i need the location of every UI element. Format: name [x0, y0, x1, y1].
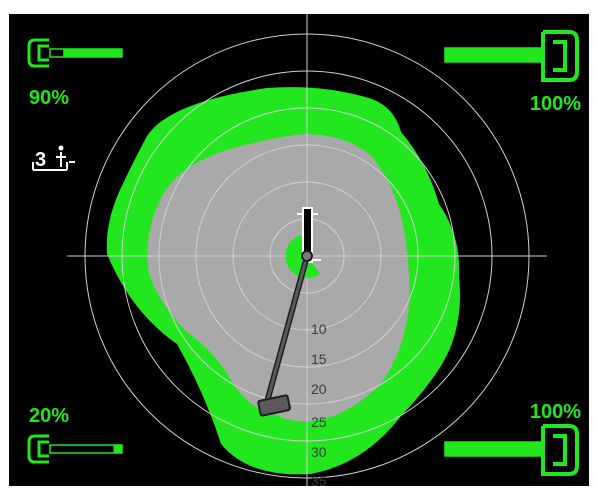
level-bar-fill [63, 49, 122, 57]
outrigger-percent-top-right: 100% [529, 93, 581, 115]
level-bar-fill [113, 445, 122, 453]
outrigger-right-icon [541, 424, 579, 476]
outrigger-right-icon [541, 30, 579, 82]
outrigger-left-icon [27, 434, 49, 464]
outrigger-left-icon [27, 38, 49, 68]
platform-person-icon: 3 [32, 145, 75, 171]
boom-arm-highlight [265, 255, 309, 403]
range-ring-label: 20 [311, 381, 327, 397]
outrigger-indicator-top-right [444, 30, 579, 82]
radar-chart: 3 [27, 14, 579, 486]
outrigger-indicator-bottom-left [27, 434, 123, 464]
outrigger-indicator-bottom-right [444, 424, 579, 476]
outrigger-percent-bottom-right: 100% [529, 401, 581, 423]
range-ring-label: 30 [311, 444, 327, 460]
range-ring-label: 10 [311, 321, 327, 337]
inner-reach-area [147, 134, 410, 422]
outrigger-percent-top-left: 90% [29, 87, 70, 109]
outrigger-percent-bottom-left: 20% [29, 405, 70, 427]
range-ring-label: 25 [311, 414, 327, 430]
range-ring-label: 35 [311, 473, 327, 486]
platform-person-count: 3 [35, 149, 46, 171]
person-head [58, 145, 64, 151]
working-range-display: 3 90% 100% 20% 100% 10 15 20 25 30 35 [9, 14, 589, 486]
boom-pivot [301, 250, 313, 262]
level-bar-fill [445, 48, 541, 62]
level-bar-fill [445, 442, 541, 456]
level-bar-track [49, 444, 123, 454]
outrigger-indicator-top-left [27, 38, 123, 68]
range-ring-label: 15 [311, 351, 327, 367]
platform-basket-icon [257, 394, 291, 417]
